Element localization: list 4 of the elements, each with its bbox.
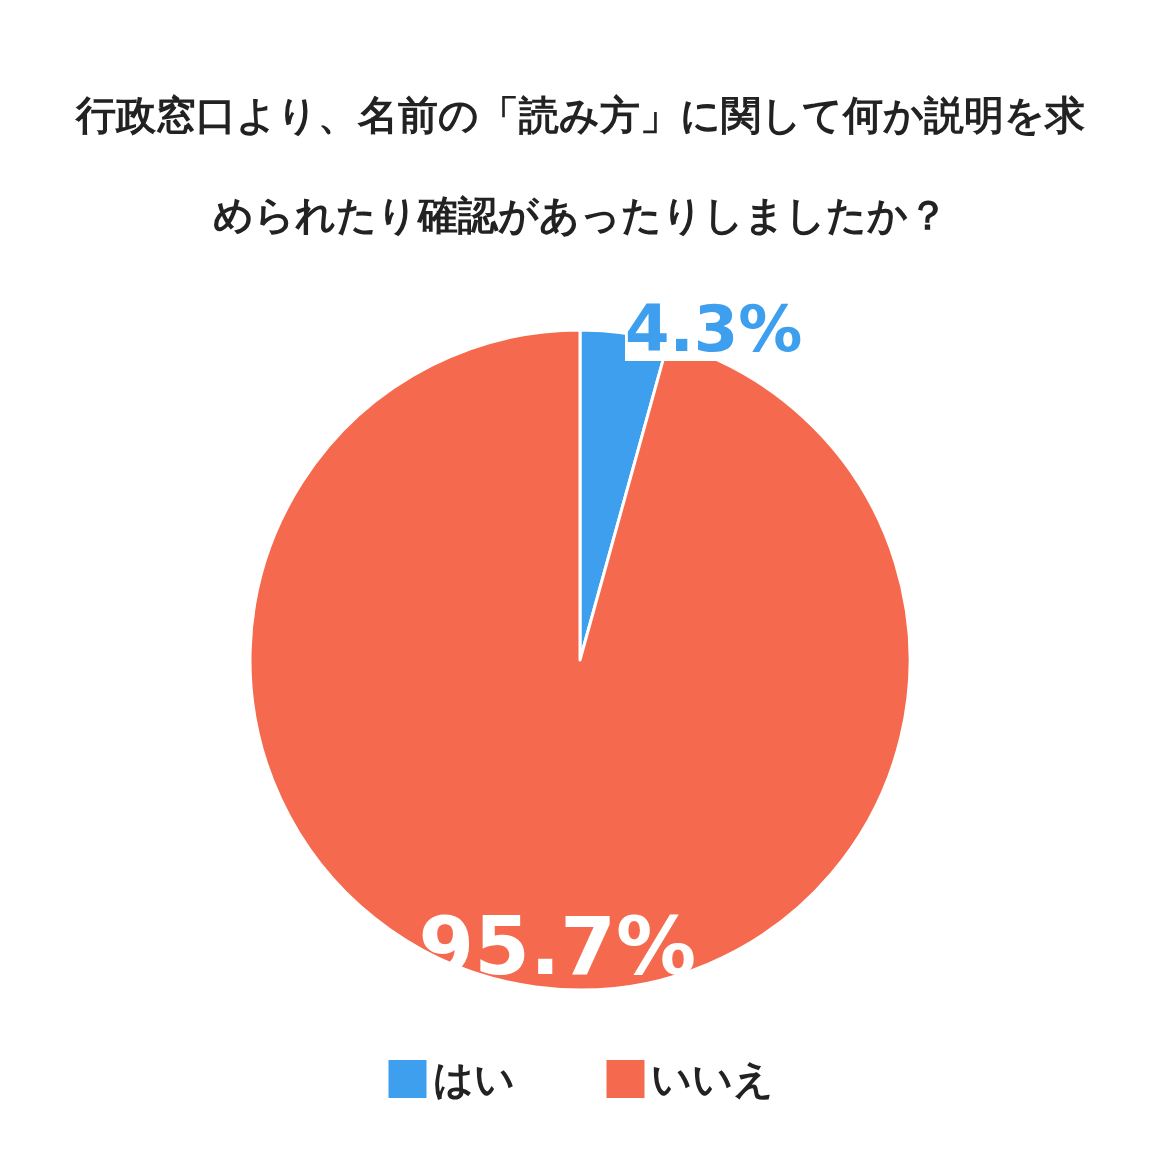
data-label: 4.3%	[624, 292, 803, 367]
chart-title: 行政窓口より、名前の「読み方」に関して何か説明を求められたり確認があったりしましたか？	[75, 92, 1085, 238]
legend-label: いいえ	[650, 1056, 774, 1102]
legend-label: はい	[432, 1056, 515, 1102]
